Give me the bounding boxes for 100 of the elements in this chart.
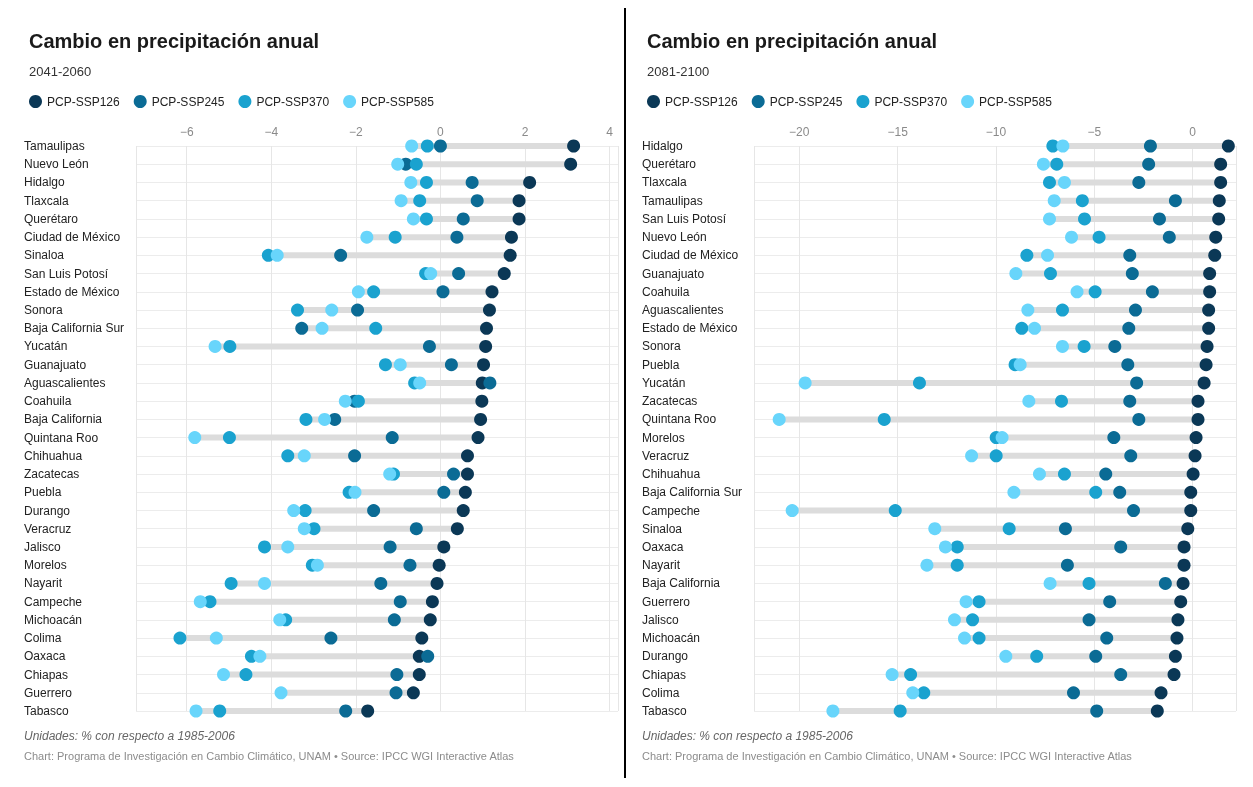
point <box>325 303 339 317</box>
x-tick-label: 4 <box>606 125 614 139</box>
point <box>1021 303 1035 317</box>
point <box>1020 248 1034 262</box>
point <box>1114 668 1128 682</box>
y-tick-label: Coahuila <box>24 394 72 409</box>
point <box>258 540 272 554</box>
y-tick-label: Baja California <box>24 412 103 427</box>
y-tick-label: Guerrero <box>642 594 691 609</box>
point <box>1186 467 1200 481</box>
point <box>1184 485 1198 499</box>
point <box>351 303 365 317</box>
point <box>318 412 332 426</box>
point <box>1170 631 1184 645</box>
point <box>1050 157 1064 171</box>
y-tick-label: Durango <box>24 503 71 518</box>
point <box>972 631 986 645</box>
point <box>1055 303 1069 317</box>
point <box>393 595 407 609</box>
point <box>523 175 537 189</box>
point <box>485 285 499 299</box>
point <box>450 230 464 244</box>
y-tick-label: Veracruz <box>642 448 690 463</box>
y-tick-label: Nayarit <box>24 576 63 591</box>
point <box>470 194 484 208</box>
point <box>512 212 526 226</box>
y-tick-label: Yucatán <box>642 375 686 390</box>
y-tick-label: Chiapas <box>642 667 687 682</box>
y-tick-label: Querétaro <box>24 211 79 226</box>
x-tick-label: −6 <box>179 125 194 139</box>
y-tick-label: Nuevo León <box>24 157 89 172</box>
y-tick-label: Campeche <box>24 594 83 609</box>
y-tick-label: Campeche <box>642 503 701 518</box>
point <box>482 303 496 317</box>
point <box>1055 394 1068 408</box>
point <box>348 449 362 463</box>
point <box>436 285 450 299</box>
point <box>405 139 419 153</box>
point <box>1202 321 1216 335</box>
point <box>479 339 493 353</box>
point <box>239 668 253 682</box>
point <box>1002 522 1016 536</box>
point <box>270 248 284 262</box>
point <box>480 321 494 335</box>
point <box>989 449 1003 463</box>
point <box>1121 358 1135 372</box>
point <box>173 631 187 645</box>
point <box>413 376 427 390</box>
point <box>297 522 311 536</box>
y-tick-label: Chiapas <box>24 667 69 682</box>
point <box>1043 267 1057 281</box>
point <box>772 412 786 426</box>
point <box>1043 175 1056 189</box>
point <box>209 631 223 645</box>
point <box>433 139 447 153</box>
point <box>497 267 511 281</box>
point <box>1152 212 1166 226</box>
point <box>1007 485 1021 499</box>
point <box>1123 394 1137 408</box>
point <box>1078 212 1092 226</box>
point <box>1162 230 1176 244</box>
y-tick-label: Tabasco <box>642 704 688 718</box>
point <box>1203 267 1217 281</box>
y-tick-label: Coahuila <box>642 284 690 299</box>
point <box>1060 558 1074 572</box>
point <box>430 576 444 590</box>
legend-label: PCP-SSP585 <box>361 94 435 109</box>
point <box>959 595 973 609</box>
y-tick-label: Tlaxcala <box>642 175 688 190</box>
x-tick-label: −2 <box>349 125 364 139</box>
point <box>1203 285 1217 299</box>
point <box>1174 595 1188 609</box>
point <box>885 668 899 682</box>
point <box>1214 157 1228 171</box>
point <box>917 686 931 700</box>
point <box>1143 139 1157 153</box>
legend-label: PCP-SSP370 <box>874 94 948 109</box>
point <box>403 558 417 572</box>
point <box>391 157 405 171</box>
text: Unidades: % con respecto a 1985-2006 <box>642 729 854 743</box>
point <box>297 449 311 463</box>
point <box>456 212 470 226</box>
y-tick-label: Chihuahua <box>642 467 701 482</box>
y-tick-label: Michoacán <box>642 631 701 646</box>
point <box>1132 175 1146 189</box>
point <box>477 358 491 372</box>
point <box>374 576 388 590</box>
y-tick-label: Nayarit <box>642 558 681 573</box>
y-tick-label: Oaxaca <box>24 649 66 664</box>
point <box>223 339 237 353</box>
point <box>1013 358 1027 372</box>
point <box>1208 248 1222 262</box>
y-tick-label: Tlaxcala <box>24 193 70 208</box>
y-tick-label: Querétaro <box>642 157 697 172</box>
point <box>1168 649 1182 663</box>
point <box>425 595 439 609</box>
point <box>1028 321 1042 335</box>
point <box>1099 467 1113 481</box>
point <box>1075 194 1089 208</box>
point <box>253 649 267 663</box>
